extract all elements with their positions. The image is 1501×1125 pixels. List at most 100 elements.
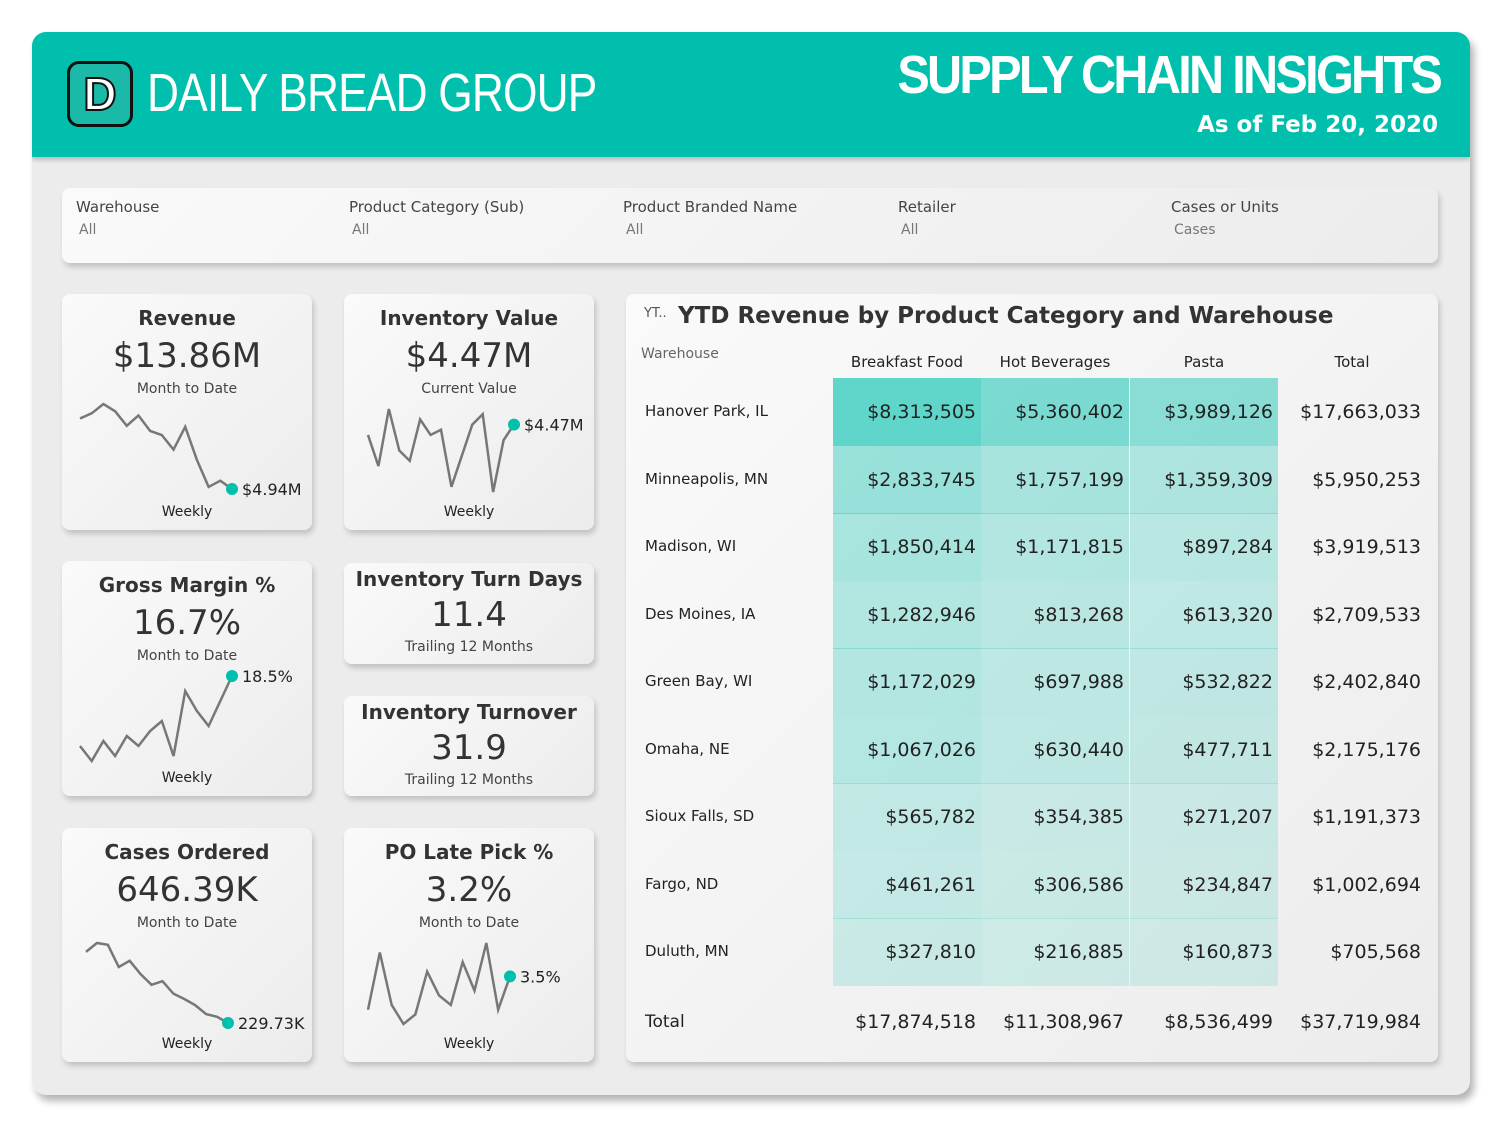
kpi-period: Weekly	[161, 1036, 213, 1052]
filter-value[interactable]: All	[79, 222, 97, 238]
filter-label: Product Category (Sub)	[349, 198, 525, 216]
table-cell[interactable]: $477,711	[1130, 715, 1278, 784]
sparkline-last-label: $4.94M	[242, 480, 302, 499]
header: D DAILY BREAD GROUP SUPPLY CHAIN INSIGHT…	[32, 32, 1470, 157]
sparkline-last-point[interactable]	[226, 483, 238, 495]
logo-letter: D	[82, 67, 117, 121]
filter-value[interactable]: Cases	[1174, 222, 1216, 238]
sparkline-last-label: 229.73K	[238, 1014, 305, 1033]
sparkline: $4.94M	[79, 402, 302, 499]
as-of-date: As of Feb 20, 2020	[1197, 112, 1438, 138]
filter-value[interactable]: All	[352, 222, 370, 238]
table-cell[interactable]: $306,586	[981, 850, 1129, 919]
table-cell[interactable]: $813,268	[981, 580, 1129, 649]
kpi-gross-margin: Gross Margin % 16.7% Month to Date 18.5%…	[62, 561, 312, 796]
filter-product-branded-name[interactable]: Product Branded Name All	[623, 198, 797, 238]
kpi-inventory-value: Inventory Value $4.47M Current Value $4.…	[344, 294, 594, 530]
table-cell[interactable]: $354,385	[981, 783, 1129, 851]
kpi-value: 3.2%	[425, 870, 513, 910]
filter-retailer[interactable]: Retailer All	[898, 198, 956, 238]
filter-cases-or-units[interactable]: Cases or Units Cases	[1171, 198, 1279, 238]
logo-icon: D	[67, 61, 133, 127]
table-cell[interactable]: $1,002,694	[1312, 873, 1421, 896]
sparkline: 18.5%	[79, 667, 293, 764]
table-cell[interactable]: $160,873	[1130, 918, 1278, 986]
kpi-inventory-turn-days: Inventory Turn Days 11.4 Trailing 12 Mon…	[344, 563, 594, 664]
total-row-label: Total	[645, 1011, 685, 1032]
table-cell[interactable]: $1,282,946	[833, 580, 981, 649]
table-cell[interactable]: $1,191,373	[1312, 806, 1421, 828]
table-cell[interactable]: $1,757,199	[981, 445, 1129, 514]
table-title: YTD Revenue by Product Category and Ware…	[678, 303, 1334, 329]
table-cell[interactable]: $234,847	[1130, 850, 1278, 919]
kpi-subtitle: Month to Date	[136, 381, 238, 397]
table-cell[interactable]: $3,989,126	[1130, 378, 1278, 446]
filter-label: Product Branded Name	[623, 198, 798, 216]
row-label: Fargo, ND	[645, 874, 719, 893]
sparkline-last-label: 3.5%	[520, 967, 561, 986]
table-cell[interactable]: $3,919,513	[1312, 536, 1421, 558]
table-cell[interactable]: $1,172,029	[833, 648, 981, 716]
filter-warehouse[interactable]: Warehouse All	[76, 198, 159, 238]
table-cell[interactable]: $1,067,026	[833, 715, 981, 784]
row-label: Minneapolis, MN	[645, 469, 769, 488]
table-cell[interactable]: $5,360,402	[981, 378, 1129, 446]
table-cell[interactable]: $705,568	[1330, 941, 1421, 963]
table-cell[interactable]: $17,663,033	[1300, 401, 1421, 423]
table-cell[interactable]: $897,284	[1130, 513, 1278, 581]
kpi-period: Weekly	[161, 504, 213, 520]
table-cell[interactable]: $271,207	[1130, 783, 1278, 851]
filter-label: Warehouse	[76, 198, 160, 216]
table-cell[interactable]: $216,885	[981, 918, 1129, 986]
filter-value[interactable]: All	[626, 222, 644, 238]
filter-bar: Warehouse All Product Category (Sub) All P…	[62, 188, 1438, 263]
row-label: Des Moines, IA	[645, 604, 756, 623]
company-name: DAILY BREAD GROUP	[147, 63, 597, 123]
sparkline-line	[79, 675, 234, 764]
kpi-period: Weekly	[161, 770, 213, 786]
table-cell[interactable]: $2,402,840	[1312, 671, 1421, 693]
sparkline-line	[366, 942, 512, 1026]
row-label: Madison, WI	[645, 537, 737, 555]
kpi-title: Gross Margin %	[98, 573, 276, 597]
column-header[interactable]: Total	[1334, 353, 1370, 371]
table-cell[interactable]: $2,175,176	[1312, 738, 1421, 761]
kpi-value: 11.4	[431, 595, 507, 635]
table-cell[interactable]: $8,313,505	[833, 378, 981, 446]
table-cell[interactable]: $613,320	[1130, 580, 1278, 649]
filter-value[interactable]: All	[901, 222, 919, 238]
row-label: Duluth, MN	[645, 942, 729, 960]
table-cell[interactable]: $1,171,815	[981, 513, 1129, 581]
table-cell[interactable]: $2,709,533	[1312, 603, 1421, 626]
row-label: Sioux Falls, SD	[645, 807, 755, 825]
table-cell[interactable]: $565,782	[833, 783, 981, 851]
sparkline-last-point[interactable]	[504, 970, 516, 983]
total-cell: $11,308,967	[1003, 1010, 1124, 1033]
kpi-title: Inventory Value	[379, 306, 559, 330]
table-cell[interactable]: $461,261	[833, 850, 981, 919]
revenue-table: YT.. YTD Revenue by Product Category and…	[626, 294, 1438, 1062]
sparkline-last-point[interactable]	[222, 1017, 234, 1029]
table-cell[interactable]: $2,833,745	[833, 445, 981, 514]
kpi-title: Revenue	[138, 306, 236, 330]
table-cell[interactable]: $697,988	[981, 648, 1129, 716]
column-header[interactable]: Hot Beverages	[999, 353, 1111, 371]
filter-product-category[interactable]: Product Category (Sub) All	[349, 198, 524, 238]
sparkline-last-point[interactable]	[226, 670, 238, 682]
table-cell[interactable]: $5,950,253	[1312, 468, 1421, 491]
kpi-revenue: Revenue $13.86M Month to Date $4.94M Wee…	[62, 294, 312, 530]
kpi-subtitle: Trailing 12 Months	[404, 772, 534, 788]
sparkline-last-point[interactable]	[508, 418, 520, 431]
table-tag[interactable]: YT..	[644, 306, 667, 321]
column-header[interactable]: Breakfast Food	[850, 353, 964, 371]
column-header[interactable]: Pasta	[1183, 353, 1225, 371]
kpi-value: 31.9	[431, 728, 507, 768]
table-cell[interactable]: $1,850,414	[833, 513, 981, 581]
kpi-cases-ordered: Cases Ordered 646.39K Month to Date 229.…	[62, 828, 312, 1062]
table-cell[interactable]: $630,440	[981, 715, 1129, 784]
table-cell[interactable]: $1,359,309	[1130, 445, 1278, 514]
kpi-period: Weekly	[443, 1036, 495, 1052]
table-cell[interactable]: $327,810	[833, 918, 981, 986]
sparkline: $4.47M	[366, 408, 584, 493]
table-cell[interactable]: $532,822	[1130, 648, 1278, 716]
